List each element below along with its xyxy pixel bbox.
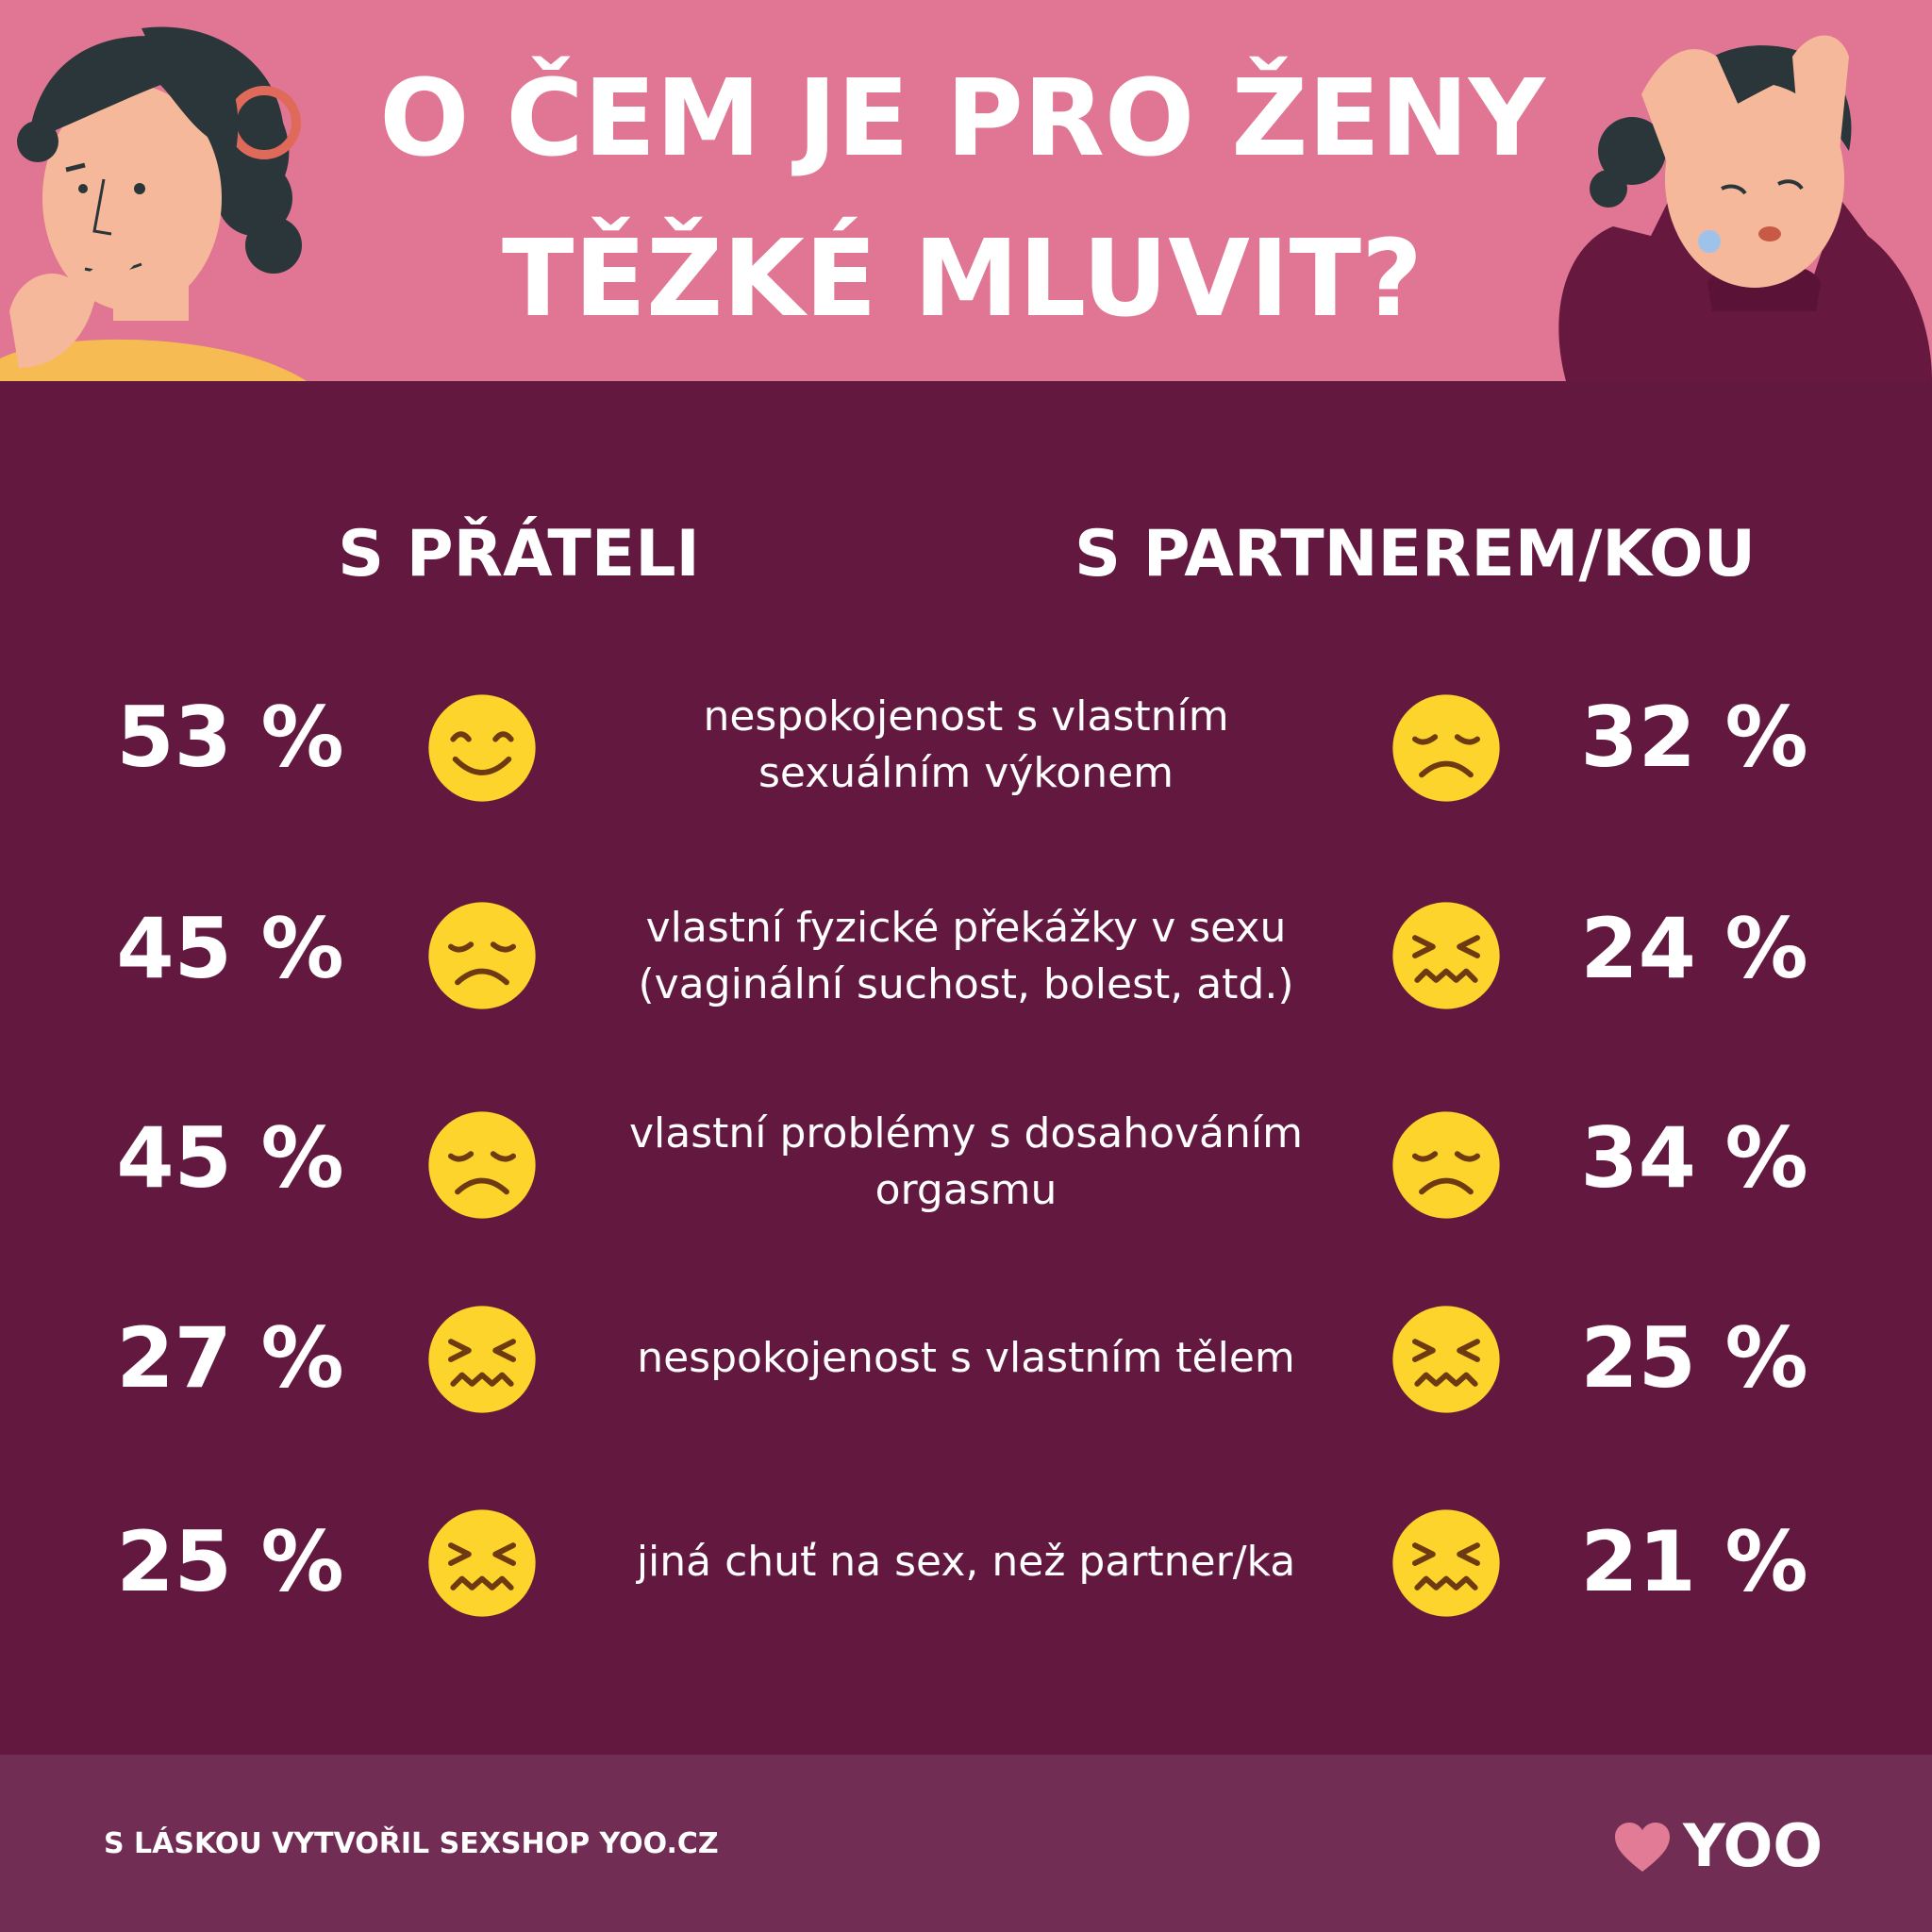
row-4-partner-percent: 25 % [1580, 1309, 1808, 1407]
header: O ČEM JE PRO ŽENY TĚŽKÉ MLUVIT? [0, 0, 1932, 381]
row-5-label: jiná chuť na sex, než partner/ka [566, 1534, 1366, 1591]
footer-credit: S LÁSKOU VYTVOŘIL SEXSHOP YOO.CZ [104, 1827, 719, 1860]
row-2-label-line-1: vlastní fyzické překážky v sexu [645, 904, 1287, 952]
row-4-friends-percent: 27 % [116, 1309, 344, 1407]
row-1-label-line-2: sexuálním výkonem [758, 749, 1174, 797]
thinking-woman-illustration [0, 26, 307, 381]
row-2-label: vlastní fyzické překážky v sexu (vagináln… [566, 900, 1366, 1013]
row-1-partner-percent: 32 % [1580, 689, 1808, 786]
row-3-friends-percent: 45 % [116, 1109, 344, 1207]
confounded-face-icon [1392, 902, 1500, 1009]
disappointed-face-icon [1392, 694, 1500, 802]
row-3-label: vlastní problémy s dosahováním orgasmu [566, 1106, 1366, 1219]
column-header-friends: S PŘÁTELI [338, 517, 700, 591]
row-5-friends-percent: 25 % [116, 1513, 344, 1610]
row-3-label-line-1: vlastní problémy s dosahováním [628, 1109, 1303, 1158]
confounded-face-icon [428, 1509, 536, 1617]
row-2-label-line-2: (vaginální suchost, bolest, atd.) [638, 960, 1294, 1008]
row-5-partner-percent: 21 % [1580, 1513, 1808, 1610]
smiling-face-icon [428, 694, 536, 802]
heart-icon [1615, 1823, 1670, 1872]
row-4-label-line-1: nespokojenost s vlastním tělem [637, 1334, 1295, 1382]
footer [0, 1755, 1932, 1932]
row-5-label-line-1: jiná chuť na sex, než partner/ka [636, 1538, 1296, 1586]
row-3-partner-percent: 34 % [1580, 1109, 1808, 1207]
confounded-face-icon [1392, 1306, 1500, 1413]
row-1-friends-percent: 53 % [116, 689, 344, 786]
column-header-partner: S PARTNEREM/KOU [1074, 517, 1756, 591]
row-1-label: nespokojenost s vlastním sexuálním výkone… [566, 689, 1366, 802]
row-4-label: nespokojenost s vlastním tělem [566, 1330, 1366, 1387]
stressed-woman-illustration [1558, 35, 1932, 381]
disappointed-face-icon [1392, 1111, 1500, 1219]
main-panel [0, 381, 1932, 1755]
disappointed-face-icon [428, 902, 536, 1009]
confounded-face-icon [428, 1306, 536, 1413]
row-1-label-line-1: nespokojenost s vlastním [703, 692, 1229, 741]
row-2-friends-percent: 45 % [116, 900, 344, 997]
title-line-2: TĚŽKÉ MLUVIT? [502, 218, 1423, 341]
disappointed-face-icon [428, 1111, 536, 1219]
row-2-partner-percent: 24 % [1580, 900, 1808, 997]
confounded-face-icon [1392, 1509, 1500, 1617]
title-line-1: O ČEM JE PRO ŽENY [379, 58, 1545, 180]
logo-text: YOO [1683, 1811, 1824, 1880]
row-3-label-line-2: orgasmu [874, 1166, 1058, 1214]
